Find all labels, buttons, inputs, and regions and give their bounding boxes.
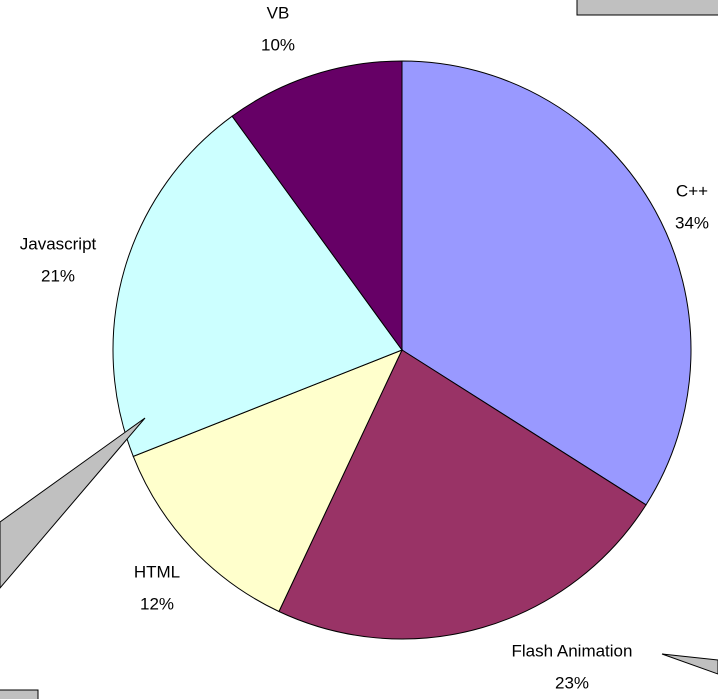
callout-box — [0, 689, 39, 699]
slice-value-label: 23% — [555, 673, 589, 692]
slice-label: VB — [267, 3, 290, 22]
pie-slice — [231, 60, 403, 352]
slice-value-label: 10% — [261, 35, 295, 54]
slice-label: Flash Animation — [512, 641, 633, 660]
slice-value-label: 12% — [140, 594, 174, 613]
pie-slice — [112, 115, 403, 458]
callout-pointer — [661, 653, 718, 675]
slice-label: C++ — [676, 181, 708, 200]
slice-value-label: 21% — [41, 266, 75, 285]
pie-slice — [278, 349, 647, 640]
slice-label: Javascript — [20, 234, 97, 253]
pie-slice — [401, 60, 692, 506]
slice-value-label: 34% — [675, 213, 709, 232]
slice-label: HTML — [134, 562, 180, 581]
callout-box — [576, 0, 718, 16]
pie-slice — [132, 349, 403, 613]
callout-pointer — [0, 417, 146, 589]
pie — [112, 60, 692, 640]
